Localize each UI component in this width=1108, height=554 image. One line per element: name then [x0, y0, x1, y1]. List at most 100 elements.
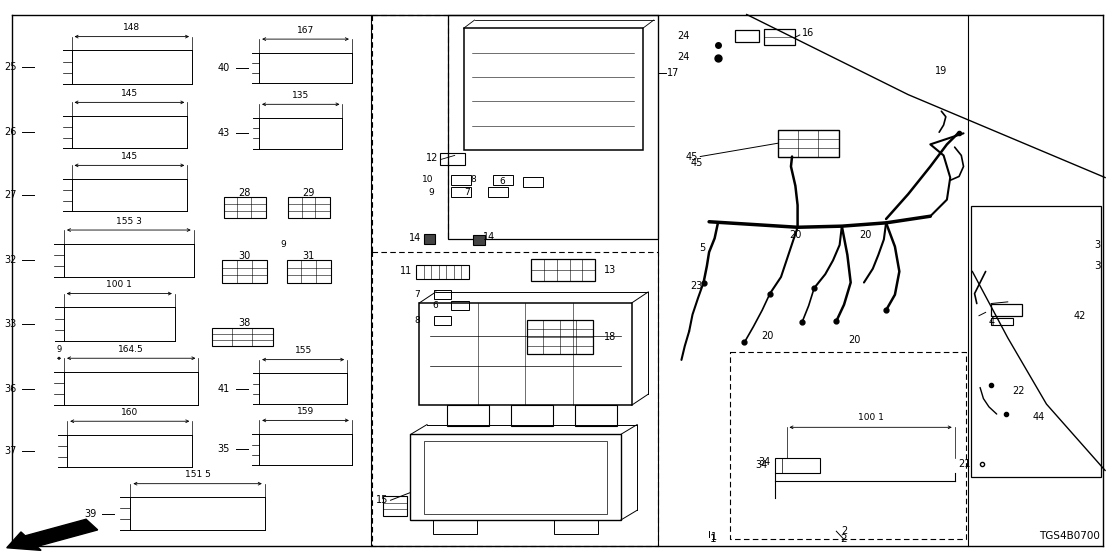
Text: 159: 159 — [297, 407, 315, 416]
Text: 37: 37 — [4, 446, 17, 456]
Text: 155: 155 — [295, 346, 311, 355]
Text: 9: 9 — [280, 240, 286, 249]
Bar — [447, 405, 489, 426]
Text: 24: 24 — [677, 52, 689, 62]
Bar — [765, 29, 796, 45]
Bar — [992, 304, 1023, 316]
Text: 29: 29 — [302, 188, 315, 198]
Text: 20: 20 — [859, 230, 871, 240]
Bar — [735, 30, 759, 42]
Bar — [223, 260, 267, 283]
Bar — [423, 234, 434, 244]
Bar — [463, 28, 643, 150]
Text: 16: 16 — [802, 28, 814, 38]
Text: 45: 45 — [686, 152, 698, 162]
Text: 27: 27 — [4, 190, 17, 200]
Text: 44: 44 — [1033, 412, 1045, 422]
Bar — [972, 206, 1100, 477]
Bar — [992, 318, 1014, 325]
Bar — [531, 259, 595, 281]
Bar — [493, 175, 513, 184]
Text: 26: 26 — [4, 127, 17, 137]
Text: 7: 7 — [464, 188, 470, 197]
Bar — [423, 441, 607, 514]
Text: 2: 2 — [841, 535, 848, 545]
Text: 9: 9 — [57, 345, 62, 354]
Text: 5: 5 — [699, 243, 706, 253]
Text: 19: 19 — [935, 66, 947, 76]
Text: 22: 22 — [1013, 386, 1025, 396]
Bar — [410, 434, 620, 520]
Text: 23: 23 — [690, 281, 704, 291]
Text: 3: 3 — [1095, 240, 1100, 250]
Text: 155 3: 155 3 — [116, 217, 142, 225]
Text: 12: 12 — [425, 153, 438, 163]
Text: 7: 7 — [414, 290, 420, 299]
Text: 25: 25 — [4, 62, 17, 72]
Bar — [511, 405, 553, 426]
Bar — [526, 320, 593, 355]
Bar — [382, 496, 407, 516]
Text: 32: 32 — [4, 255, 17, 265]
Text: 1: 1 — [710, 535, 717, 545]
Text: 3: 3 — [1094, 261, 1100, 271]
Text: 148: 148 — [123, 23, 141, 32]
Text: 164.5: 164.5 — [119, 345, 144, 354]
Text: 1: 1 — [710, 532, 717, 542]
Bar — [432, 520, 476, 534]
Bar — [778, 130, 839, 157]
Text: FR.: FR. — [68, 520, 90, 534]
Text: 18: 18 — [604, 332, 616, 342]
Text: 20: 20 — [789, 230, 801, 240]
Text: 151 5: 151 5 — [185, 470, 211, 479]
Text: 145: 145 — [121, 89, 138, 98]
Text: 6: 6 — [432, 301, 438, 310]
FancyArrow shape — [7, 519, 98, 550]
Text: 21: 21 — [958, 459, 971, 469]
Bar — [433, 316, 451, 325]
Bar — [287, 260, 331, 283]
Text: 35: 35 — [218, 444, 230, 454]
Text: 11: 11 — [400, 266, 412, 276]
Text: 45: 45 — [690, 158, 704, 168]
Text: 160: 160 — [121, 408, 138, 417]
Text: 100 1: 100 1 — [858, 413, 883, 422]
Bar — [433, 290, 451, 299]
Bar — [451, 301, 469, 310]
Text: 41: 41 — [218, 383, 230, 394]
Text: 145: 145 — [121, 152, 138, 161]
Text: 15: 15 — [376, 495, 388, 505]
Text: 13: 13 — [604, 265, 616, 275]
Bar — [523, 177, 543, 187]
Text: 39: 39 — [84, 509, 96, 519]
Text: 34: 34 — [758, 456, 770, 466]
Text: 24: 24 — [677, 31, 689, 41]
Text: 2: 2 — [841, 526, 848, 536]
Text: 40: 40 — [218, 63, 230, 73]
Text: 135: 135 — [293, 91, 309, 100]
Text: 33: 33 — [4, 319, 17, 329]
Bar — [473, 235, 484, 245]
Text: 14: 14 — [409, 233, 421, 243]
Bar — [419, 303, 632, 405]
Text: 9: 9 — [428, 188, 433, 197]
Bar — [440, 153, 464, 166]
Text: 42: 42 — [1074, 311, 1086, 321]
Text: 14: 14 — [483, 232, 495, 242]
Text: 30: 30 — [238, 251, 250, 261]
Bar — [554, 520, 598, 534]
Text: 38: 38 — [238, 319, 250, 329]
Text: 100 1: 100 1 — [106, 280, 132, 289]
Text: 4: 4 — [988, 317, 994, 327]
Text: 6: 6 — [500, 177, 505, 187]
Text: 8: 8 — [470, 175, 475, 184]
Text: 34: 34 — [756, 460, 768, 470]
Text: TGS4B0700: TGS4B0700 — [1038, 531, 1099, 541]
Bar — [448, 14, 658, 239]
Bar — [416, 265, 469, 279]
Bar — [575, 405, 617, 426]
Text: 36: 36 — [4, 383, 17, 394]
Text: 43: 43 — [218, 129, 230, 138]
Text: 20: 20 — [848, 335, 860, 345]
Bar — [488, 187, 507, 197]
